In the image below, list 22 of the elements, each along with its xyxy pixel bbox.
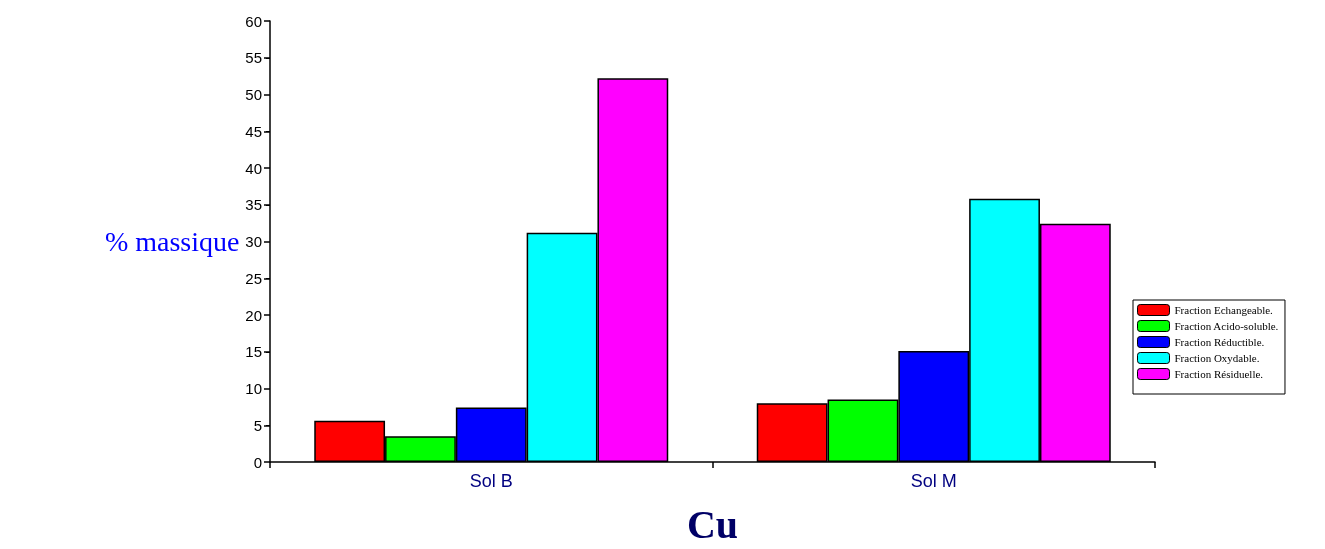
x-axis-title: Cu xyxy=(686,501,739,547)
y-tick-label: 60 xyxy=(245,12,262,30)
y-tick-label: 20 xyxy=(245,306,262,324)
y-tick-label: 40 xyxy=(245,159,262,177)
y-axis-title: % massique xyxy=(104,226,240,257)
x-tick-label: Sol B xyxy=(469,471,513,491)
y-tick-label: 5 xyxy=(253,416,262,434)
y-tick-label: 45 xyxy=(245,122,262,140)
legend-label: Fraction Echangeable. xyxy=(1174,304,1274,316)
y-tick-label: 10 xyxy=(245,380,262,397)
y-tick-label: 50 xyxy=(245,86,262,103)
legend-label: Fraction Réductible. xyxy=(1174,336,1265,348)
legend-label: Fraction Résiduelle. xyxy=(1174,368,1264,380)
y-tick-label: 15 xyxy=(245,343,262,361)
y-tick-label: 0 xyxy=(253,453,262,471)
legend-label: Fraction Oxydable. xyxy=(1174,352,1260,364)
x-tick-label: Sol M xyxy=(910,471,957,491)
legend-label: Fraction Acido-soluble. xyxy=(1174,320,1279,332)
y-tick-label: 35 xyxy=(245,196,262,214)
y-tick-label: 55 xyxy=(245,49,262,67)
y-tick-label: 25 xyxy=(245,269,262,287)
y-tick-label: 30 xyxy=(245,233,262,250)
